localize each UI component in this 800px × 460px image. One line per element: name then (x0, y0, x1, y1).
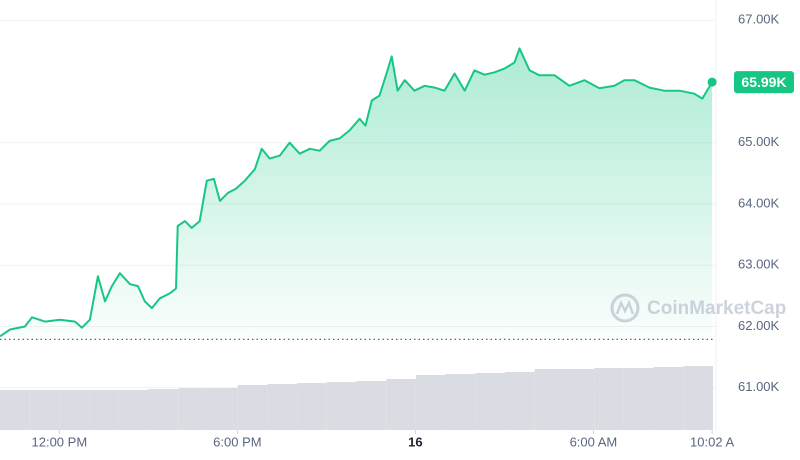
volume-bar (623, 368, 654, 430)
volume-bar (207, 388, 238, 430)
volume-bar (505, 372, 535, 430)
volume-bar (415, 375, 446, 430)
volume-bar (594, 368, 624, 430)
watermark-logo (610, 293, 640, 323)
volume-bar (118, 390, 149, 430)
plot (0, 47, 717, 340)
price-line (0, 47, 713, 338)
watermark-text: CoinMarketCap (647, 298, 786, 319)
x-tick-label: 6:00 PM (213, 434, 261, 449)
volume-bar (356, 381, 387, 430)
area (0, 48, 713, 340)
y-tick-label: 65.00K (738, 134, 780, 149)
volume-bar (326, 382, 357, 430)
last-point (707, 77, 717, 87)
volume-bar (475, 373, 506, 430)
y-tick-label: 67.00K (738, 12, 780, 27)
y-tick-label: 62.00K (738, 318, 780, 333)
watermark: CoinMarketCap (610, 293, 786, 323)
volume-bars (0, 366, 713, 430)
volume-bar (267, 384, 298, 430)
price-badge (734, 71, 794, 94)
x-tick-label: 16 (408, 434, 422, 449)
x-tick-label: 6:00 AM (570, 434, 618, 449)
watermark-logo-mark (615, 299, 635, 315)
volume-bar (653, 367, 684, 430)
volume-bar (0, 390, 30, 430)
volume-bar (445, 374, 476, 430)
x-tick-label: 10:02 A (690, 434, 734, 449)
volume-bar (534, 369, 565, 430)
volume-bar (29, 390, 60, 430)
volume-bar (148, 389, 179, 430)
y-tick-label: 63.00K (738, 257, 780, 272)
volume-bar (59, 390, 90, 430)
price-badge-label: 65.99K (741, 74, 786, 90)
volume-bar (386, 379, 416, 430)
y-tick-label: 61.00K (738, 379, 780, 394)
volume-bar (89, 390, 119, 430)
volume-bar (297, 383, 327, 430)
y-tick-label: 64.00K (738, 195, 780, 210)
axes: 61.00K 62.00K 63.00K 64.00K 65.00K 67.00K 12:0… (32, 12, 794, 449)
volume-bar (564, 369, 595, 430)
volume-bar (237, 385, 268, 430)
x-tick-label: 12:00 PM (32, 434, 88, 449)
volume-bar (683, 366, 713, 430)
volume-bar (178, 388, 208, 430)
